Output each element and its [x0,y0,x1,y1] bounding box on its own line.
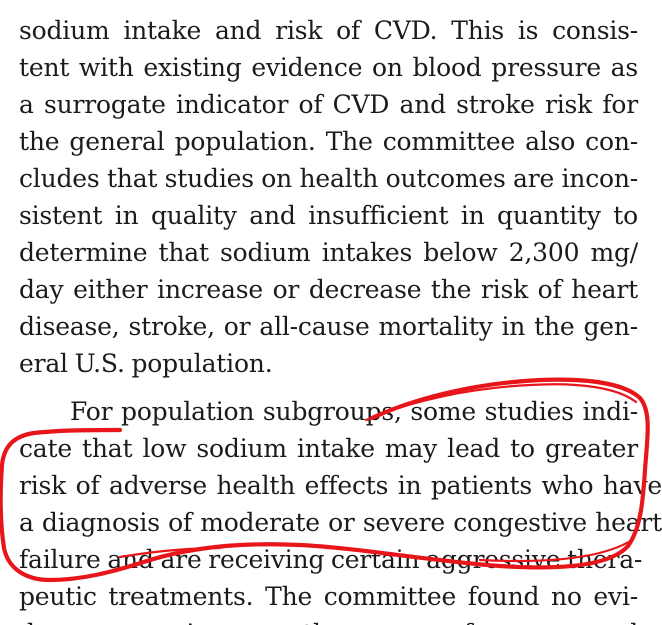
paragraph-2-line-3: risk of adverse health effects in patien… [19,471,662,500]
paragraph-1-line-8: day either increase or decrease the risk… [19,275,638,304]
paragraph-1-line-4: the general population. The committee al… [19,127,638,156]
paragraph-1-line-5: cludes that studies on health outcomes a… [19,164,638,193]
paragraph-2-line-5: failure and are receiving certain aggres… [19,545,643,574]
paragraph-2-line-7: dence in these for and [19,615,638,625]
paragraph-1-line-7: determine that sodium intakes below 2,30… [19,238,638,267]
paragraph-1-line-1: sodium intake and risk of CVD. This is c… [19,16,638,45]
paragraph-1-line-3: a surrogate indicator of CVD and stroke … [19,90,638,119]
paragraph-2-line-4: a diagnosis of moderate or severe conges… [19,508,662,537]
paragraph-1-line-6: sistent in quality and insufficient in q… [19,201,638,230]
paragraph-2-line-6: peutic treatments. The committee found n… [19,582,638,611]
paragraph-1-line-9: disease, stroke, or all-cause mortality … [19,312,638,341]
paragraph-1-line-10: eral U.S. population. [19,349,273,378]
paragraph-1-line-2: tent with existing evidence on blood pre… [19,53,638,82]
paragraph-2-line-1: For population subgroups, some studies i… [70,397,638,426]
paragraph-2-line-2: cate that low sodium intake may lead to … [19,434,638,463]
